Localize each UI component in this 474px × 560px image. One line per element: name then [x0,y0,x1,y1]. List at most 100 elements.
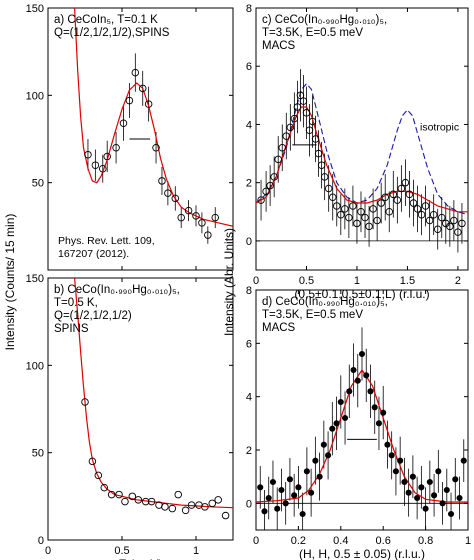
data-point [438,213,446,222]
y-tick-label: 0 [246,498,252,510]
data-point [373,216,381,225]
data-point [152,143,160,152]
data-point [134,496,143,504]
data-point [389,190,398,199]
y-tick-label: 2 [246,445,252,457]
y-tick-label: 0 [246,236,252,248]
x-tick-label: 1 [354,275,360,287]
data-point [158,177,166,185]
y-tick-label: 2 [246,178,252,190]
data-point [333,420,340,427]
data-point [435,468,442,475]
data-point [293,103,302,111]
y-tick-label: 4 [246,392,252,404]
data-point [341,414,349,422]
y-tick-label: 150 [26,3,44,15]
data-point [119,119,128,128]
y-tick-label: 100 [26,90,44,102]
data-point [103,152,111,161]
legend-isotropic: isotropic [420,121,459,133]
data-point [337,398,344,406]
data-point [100,483,108,492]
y-axis-label-right: Intensity (Abr. Units) [222,228,236,336]
data-point [257,484,264,491]
data-point [305,126,314,135]
data-point [384,441,391,448]
data-point [286,123,295,132]
data-point [371,404,378,411]
x-tick-label: 0.4 [333,535,348,547]
data-point [201,503,209,511]
data-point [405,190,414,199]
data-point [409,199,418,207]
data-point [308,489,315,496]
data-point [454,228,462,236]
x-tick-label: 0.5 [114,545,129,557]
data-point [357,208,365,216]
data-point [174,490,182,499]
data-point [421,202,430,210]
y-tick-label: 150 [26,273,44,285]
y-tick-label: 8 [246,3,252,15]
data-point [392,468,399,475]
data-point [317,161,326,169]
plot-frame [255,7,469,271]
data-point [214,496,222,504]
data-point [409,473,416,480]
data-point [443,486,450,494]
data-point [422,505,429,512]
panel-annotation: T=3.5K, E=0.5 meV [262,27,363,39]
data-point [320,173,329,181]
data-point [278,143,286,152]
data-point [121,497,129,506]
data-point [221,511,230,520]
data-point [161,503,169,511]
plot-area [74,278,233,520]
x-axis-label: E (meV) [118,557,162,560]
x-tick-label: 1 [465,535,471,547]
data-point [208,499,217,508]
data-point [325,452,332,459]
data-point [369,205,377,213]
x-tick-label: 0.5 [299,275,314,287]
data-point [84,150,92,159]
y-tick-label: 50 [32,448,44,460]
panel-annotation: MACS [262,40,296,52]
data-point [405,489,412,496]
data-point [353,219,361,228]
data-point [429,210,438,219]
data-point [337,210,345,219]
data-point [314,149,323,158]
data-point [131,68,140,77]
data-point [413,205,422,213]
data-point [164,189,172,197]
plot-area [256,327,468,530]
data-point [262,187,270,196]
data-point [312,457,319,464]
data-point [94,471,103,480]
panel-annotation: Q=(1/2,1/2,1/2),SPINS [54,27,170,39]
data-point [88,457,97,466]
data-point [308,117,317,126]
data-point [282,500,289,507]
data-point [171,194,180,203]
plot-frame [255,289,469,531]
data-point [107,490,116,499]
x-tick-label: 0 [45,545,51,557]
data-point [397,184,406,193]
data-point [341,205,349,213]
data-point [446,222,454,231]
fit-curve [256,106,468,213]
data-point [363,372,370,379]
data-point [349,202,357,210]
data-point [204,231,212,239]
panel-annotation: MACS [262,322,296,334]
data-point [81,398,89,406]
x-tick-label: 1 [193,545,199,557]
data-point [290,114,299,123]
data-point [417,210,426,219]
data-point [311,135,320,143]
data-point [168,504,177,513]
data-point [295,484,302,491]
